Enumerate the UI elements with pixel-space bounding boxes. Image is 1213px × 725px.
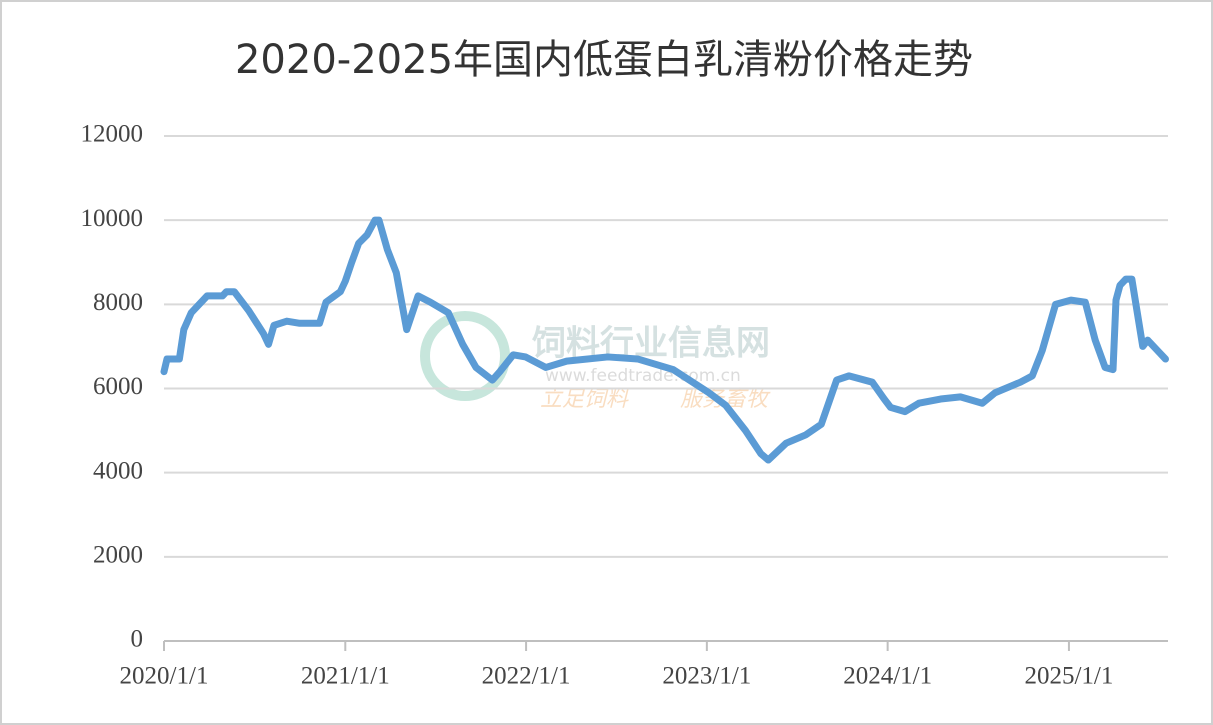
x-tick-label: 2022/1/1 — [482, 663, 571, 690]
x-tick-label: 2020/1/1 — [120, 663, 209, 690]
watermark-url: www.feedtrade.com.cn — [545, 366, 741, 386]
watermark-slogan: 立足饲料 — [540, 387, 630, 412]
y-tick-label: 4000 — [93, 457, 143, 484]
watermark-name: 饲料行业信息网 — [532, 324, 770, 364]
y-tick-label: 8000 — [93, 289, 143, 316]
x-tick-label: 2025/1/1 — [1024, 663, 1113, 690]
line — [160, 216, 1170, 464]
y-tick-label: 10000 — [81, 205, 144, 232]
y-tick-label: 0 — [131, 626, 144, 653]
x-tick-label: 2023/1/1 — [662, 663, 751, 690]
chart-title: 2020-2025年国内低蛋白乳清粉价格走势 — [235, 37, 973, 83]
x-tick-label: 2021/1/1 — [301, 663, 390, 690]
x-tick-label: 2024/1/1 — [843, 663, 932, 690]
y-tick-label: 2000 — [93, 542, 143, 569]
y-tick-label: 12000 — [81, 121, 144, 148]
y-tick-label: 6000 — [93, 373, 143, 400]
watermark-logo — [420, 311, 510, 401]
